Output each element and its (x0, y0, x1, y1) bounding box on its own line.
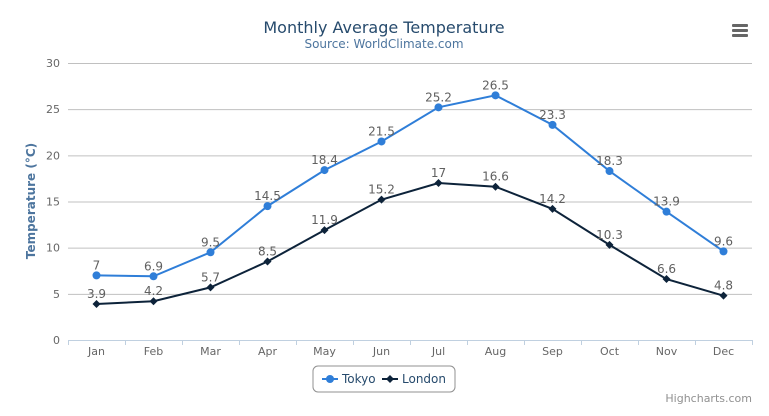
data-label: 3.9 (87, 287, 106, 301)
data-point (434, 103, 443, 112)
data-label: 14.2 (539, 192, 566, 206)
legend-label: Tokyo (341, 372, 376, 386)
data-label: 18.4 (311, 153, 338, 167)
menu-button[interactable] (728, 18, 752, 40)
data-label: 10.3 (596, 228, 623, 242)
y-tick-label: 30 (46, 57, 60, 70)
legend-label: London (402, 372, 446, 386)
data-point (491, 91, 500, 100)
data-point (491, 182, 500, 191)
data-point (92, 299, 101, 308)
data-point (320, 226, 329, 235)
legend-marker (326, 375, 334, 383)
data-label: 13.9 (653, 195, 680, 209)
data-label: 7 (93, 258, 101, 272)
credits-link[interactable]: Highcharts.com (665, 392, 752, 405)
data-point (719, 291, 728, 300)
data-label: 5.7 (201, 270, 220, 284)
data-point (263, 257, 272, 266)
data-label: 18.3 (596, 154, 623, 168)
x-tick-label: Oct (600, 345, 620, 358)
legend-marker (386, 375, 394, 383)
x-tick-label: Sep (542, 345, 563, 358)
data-point (377, 195, 386, 204)
data-label: 6.6 (657, 262, 676, 276)
x-tick-label: Jul (431, 345, 445, 358)
data-point (719, 247, 728, 256)
data-label: 23.3 (539, 108, 566, 122)
hamburger-menu-icon (732, 24, 748, 37)
data-label: 9.5 (201, 235, 220, 249)
y-tick-label: 5 (53, 288, 60, 301)
data-label: 4.2 (144, 284, 163, 298)
data-label: 8.5 (258, 245, 277, 259)
data-label: 9.6 (714, 234, 733, 248)
x-tick-label: Jan (87, 345, 105, 358)
data-point (548, 204, 557, 213)
data-label: 14.5 (254, 189, 281, 203)
legend-item-london[interactable]: London (382, 372, 446, 386)
data-point (92, 271, 101, 280)
data-label: 15.2 (368, 183, 395, 197)
x-tick-label: Mar (200, 345, 221, 358)
data-point (605, 240, 614, 249)
legend: Tokyo London (312, 365, 456, 393)
data-label: 17 (431, 166, 446, 180)
chart-subtitle: Source: WorldClimate.com (304, 37, 463, 51)
data-point (377, 137, 386, 146)
y-tick-label: 15 (46, 196, 60, 209)
data-point (149, 297, 158, 306)
x-tick-label: Dec (713, 345, 734, 358)
data-point (662, 207, 671, 216)
y-tick-label: 10 (46, 242, 60, 255)
x-tick-label: May (313, 345, 336, 358)
data-label: 16.6 (482, 170, 509, 184)
data-label: 4.8 (714, 279, 733, 293)
data-point (662, 275, 671, 284)
y-tick-label: 0 (53, 334, 60, 347)
series-london: 3.9 4.2 5.7 8.5 11.9 15.2 17 16.6 14.2 10.3 6.6 4.8 (87, 166, 733, 308)
series-tokyo: 7 6.9 9.5 14.5 18.4 21.5 25.2 26.5 23.3 18.3 13.9 9… (92, 78, 733, 281)
x-tick-label: Nov (656, 345, 678, 358)
data-label: 25.2 (425, 90, 452, 104)
data-point (206, 248, 215, 257)
data-label: 11.9 (311, 213, 338, 227)
chart-title: Monthly Average Temperature (263, 18, 504, 37)
series-line (96, 182, 724, 305)
y-axis-label: Temperature (°C) (24, 143, 38, 259)
x-tick-label: Aug (485, 345, 506, 358)
data-point (320, 166, 329, 175)
data-point (605, 167, 614, 176)
data-label: 26.5 (482, 78, 509, 92)
data-point (263, 202, 272, 211)
y-tick-label: 25 (46, 103, 60, 116)
data-point (434, 179, 443, 188)
legend-item-tokyo[interactable]: Tokyo (322, 372, 376, 386)
x-tick-label: Feb (144, 345, 163, 358)
x-tick-label: Apr (258, 345, 278, 358)
data-label: 21.5 (368, 124, 395, 138)
y-tick-label: 20 (46, 149, 60, 162)
x-tick-label: Jun (372, 345, 390, 358)
data-point (149, 272, 158, 281)
data-label: 6.9 (144, 259, 163, 273)
series-line (96, 94, 725, 278)
data-point (206, 283, 215, 292)
data-point (548, 120, 557, 129)
